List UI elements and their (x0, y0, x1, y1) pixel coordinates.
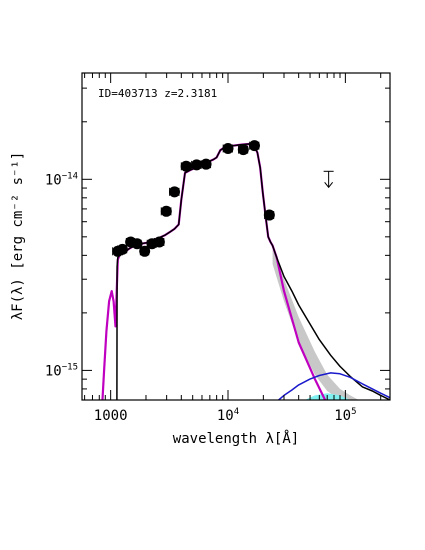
photometry-point (139, 245, 151, 257)
model-line-2 (278, 372, 390, 400)
model-line-0 (101, 142, 327, 400)
y-tick-label: 10−15 (45, 362, 78, 379)
x-tick-label: 1000 (94, 408, 128, 424)
model-line-1 (116, 143, 390, 400)
photometry-point (160, 205, 172, 217)
photometry-point (116, 243, 128, 255)
photometry-point (237, 144, 249, 156)
y-axis-label: λF(λ) [erg cm⁻² s⁻¹] (10, 152, 26, 321)
upper-limit-arrowhead (324, 181, 334, 189)
photometry-point (222, 142, 234, 154)
x-axis-label: wavelength λ[Å] (173, 430, 299, 447)
y-tick-label: 10−14 (45, 171, 78, 188)
x-tick-label: 104 (217, 407, 239, 424)
photometry-point (153, 236, 165, 248)
x-tick-label: 105 (334, 407, 356, 424)
photometry-point (180, 160, 192, 172)
photometry-point (131, 238, 143, 250)
photometry-point (263, 209, 275, 221)
photometry-point (248, 140, 260, 152)
photometry-point (200, 158, 212, 170)
plot-frame (81, 72, 391, 401)
source-annotation: ID=403713 z=2.3181 (98, 87, 217, 100)
photometry-point (191, 159, 203, 171)
model-uncertainty-band (272, 249, 359, 400)
photometry-point (169, 186, 181, 198)
